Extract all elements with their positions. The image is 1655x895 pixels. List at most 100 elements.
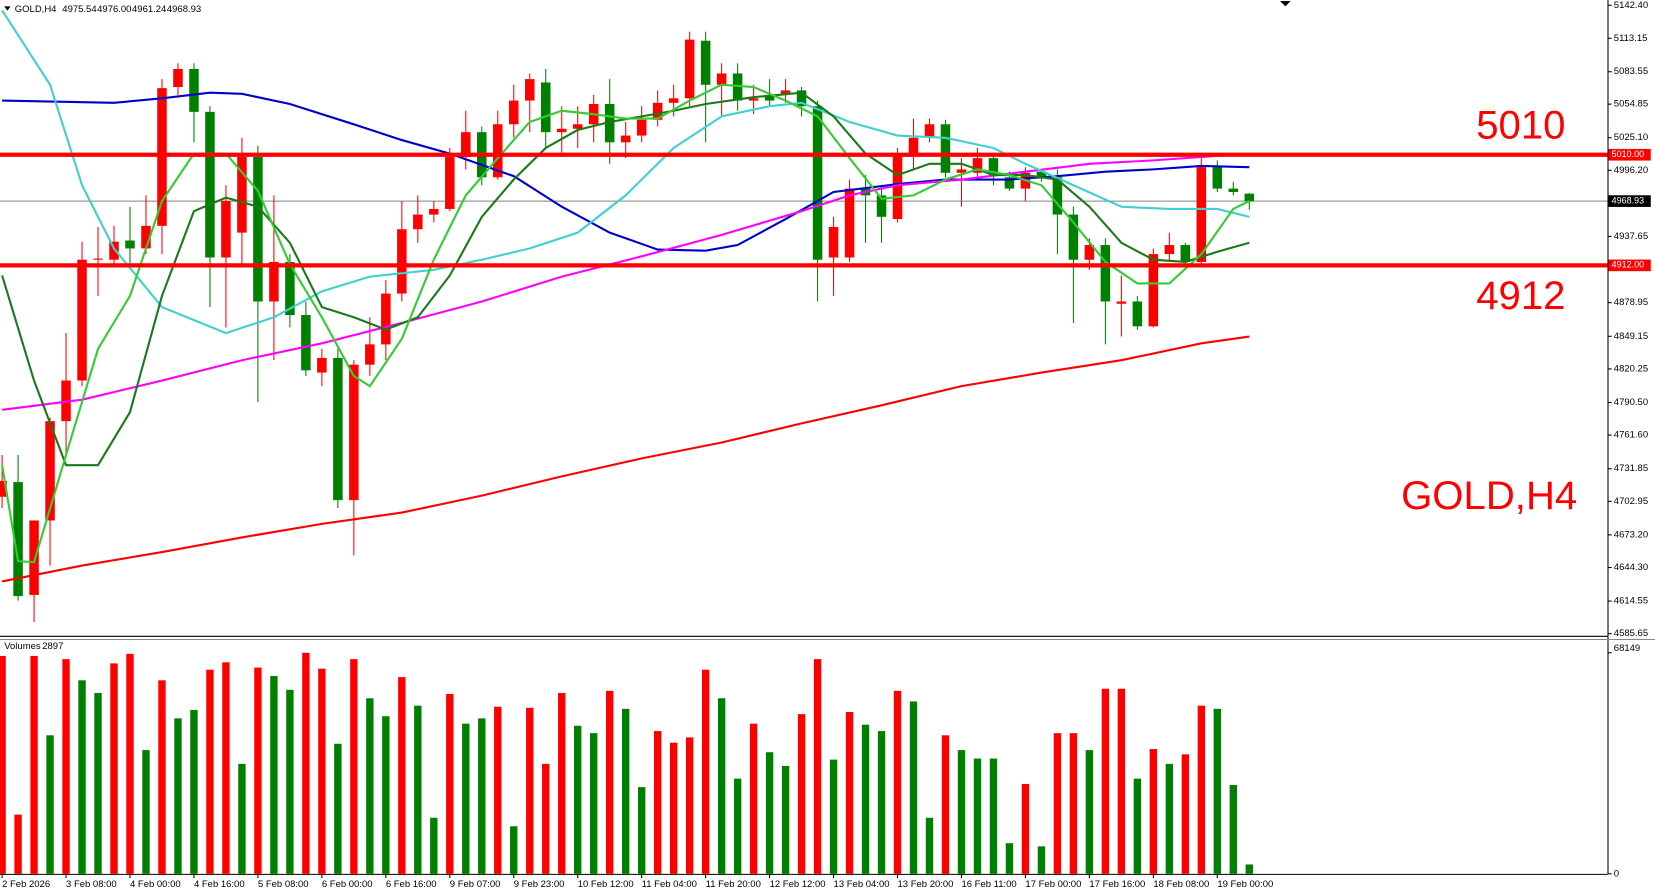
level-tag [1608, 148, 1651, 161]
volume-bar [478, 718, 486, 874]
levels: 5010.00 4912.00 4968.93 [0, 148, 1651, 272]
volume-bar [526, 707, 534, 874]
volume-bar [749, 723, 758, 874]
candle-body [876, 195, 887, 217]
volume-bar [206, 669, 214, 874]
current-price-tag [1608, 195, 1651, 207]
volume-current: 2897 [42, 641, 63, 652]
candle-body [493, 124, 503, 178]
candle-body [540, 82, 551, 133]
volume-bar [781, 765, 790, 874]
volume-bar [30, 655, 38, 874]
volume-bar [861, 724, 870, 874]
moving-average [1, 154, 1218, 411]
candle-body [381, 293, 391, 345]
candle-body [828, 226, 839, 258]
volume-bar [733, 778, 742, 874]
volume-bar [957, 750, 966, 874]
candle-body [13, 482, 23, 597]
volume-bar [717, 698, 726, 874]
volume-bar [701, 669, 710, 874]
candle-body [93, 258, 103, 260]
x-tick-label: 4 Feb 16:00 [194, 879, 245, 890]
candle-body [189, 68, 199, 112]
volume-bar [0, 655, 6, 874]
candle-body [1228, 188, 1239, 192]
candle-body [253, 157, 263, 302]
volume-bar [462, 723, 470, 874]
candle-body [556, 128, 567, 133]
volume-bar [1133, 778, 1142, 874]
candle-body [684, 39, 695, 99]
y-tick-label: 4614.55 [1614, 596, 1648, 607]
candle-body [109, 241, 119, 260]
candle-body [1132, 301, 1143, 327]
candle-body [1180, 245, 1191, 262]
moving-average [1, 335, 1250, 583]
volume-bar [797, 714, 806, 874]
volume-bar [110, 663, 118, 874]
volume-bar [1165, 763, 1174, 874]
volume-bar [94, 692, 102, 874]
candle-body [461, 132, 471, 158]
volume-bar [1149, 749, 1158, 874]
y-tick-label: 4731.85 [1614, 463, 1648, 474]
candle-body [796, 90, 807, 107]
y-tick-label: 4644.30 [1614, 562, 1648, 573]
volume-bar [973, 758, 982, 874]
level-annotation: 4912 [1476, 273, 1565, 318]
y-tick-label: 4702.95 [1614, 496, 1648, 507]
candle-body [45, 421, 55, 521]
y-tick-label: 4585.65 [1614, 628, 1648, 639]
x-tick-label: 6 Feb 16:00 [386, 879, 437, 890]
candle-body [173, 68, 183, 88]
volume-bar [653, 731, 662, 874]
frame [0, 0, 1655, 875]
candle-body [636, 119, 647, 136]
volume-bar [558, 692, 566, 874]
candle-body [269, 261, 279, 302]
volume-bar [430, 817, 438, 874]
candle-body [924, 124, 935, 138]
candle-body [429, 208, 439, 215]
volume-bar [1037, 846, 1046, 874]
candle-body [1164, 245, 1175, 255]
y-tick-label: 4673.20 [1614, 529, 1648, 540]
volume-bar [1085, 750, 1094, 874]
x-tick-label: 9 Feb 07:00 [450, 879, 501, 890]
candle-body [764, 94, 775, 101]
x-tick-label: 6 Feb 00:00 [322, 879, 373, 890]
candle-body [397, 229, 407, 294]
volume-bar [1021, 783, 1030, 874]
candle-body [700, 40, 711, 85]
header-high: 4976.00 [97, 4, 131, 15]
x-tick-label: 11 Feb 20:00 [706, 879, 761, 890]
candle-body [141, 225, 151, 249]
volume-bar [893, 690, 902, 874]
level-tag [1608, 259, 1651, 272]
candle-body [157, 88, 167, 226]
symbol-annotation: GOLD,H4 [1401, 473, 1577, 518]
candle-body [620, 135, 631, 143]
candle-body [365, 344, 375, 365]
x-tick-label: 2 Feb 2026 [2, 879, 50, 890]
moving-average [1, 91, 1250, 467]
x-tick-label: 12 Feb 12:00 [770, 879, 826, 890]
symbol-label: GOLD,H4 [15, 4, 57, 15]
volume-bar [510, 826, 518, 874]
candle-body [780, 90, 791, 95]
volume-bar [238, 763, 246, 874]
price-axis: 5142.40 5113.15 5083.55 5054.85 5025.10 4996.… [1607, 0, 1648, 639]
candle-body [652, 102, 663, 120]
candle-body [748, 98, 759, 101]
volume-bar [174, 718, 182, 874]
x-tick-label: 17 Feb 00:00 [1025, 879, 1081, 890]
volume-bar [1053, 733, 1062, 874]
candle-body [0, 480, 7, 497]
level-tag-label: 4912.00 [1612, 260, 1644, 270]
volume-bar [302, 652, 310, 874]
volume-bar [877, 731, 886, 874]
candle-body [892, 153, 903, 220]
candle-body [1244, 193, 1255, 202]
